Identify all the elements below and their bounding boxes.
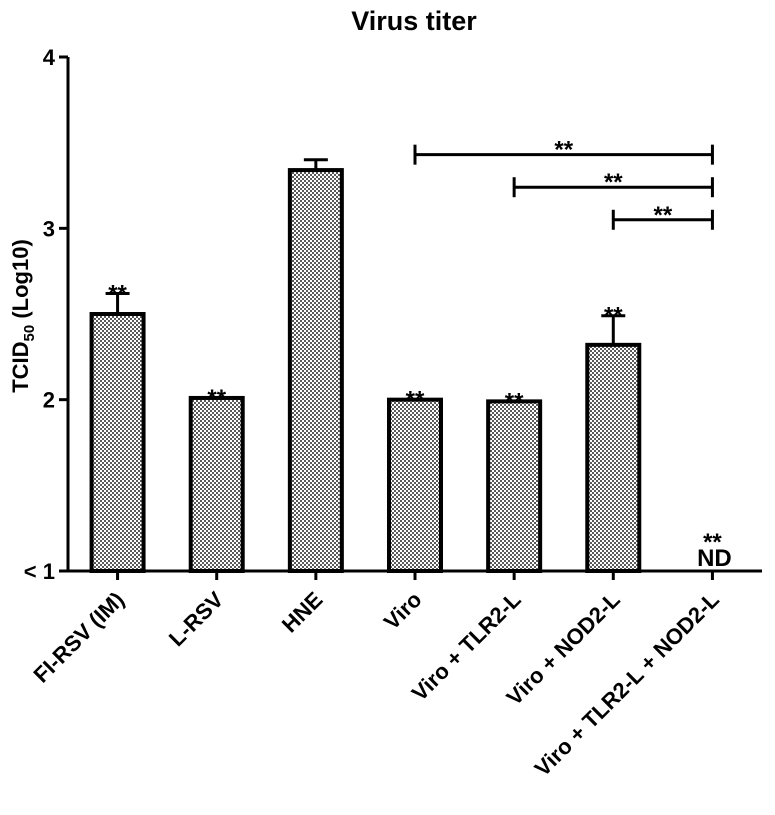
bracket-label: **	[654, 202, 673, 229]
y-axis-label-subscript: 50	[21, 325, 38, 342]
chart-title: Virus titer	[351, 6, 477, 36]
significance-label: **	[108, 280, 127, 307]
y-axis-label-main: TCID	[8, 341, 33, 392]
bar	[585, 342, 642, 573]
significance-label: **	[406, 387, 425, 414]
bracket-label: **	[554, 137, 573, 164]
nd-label: ND	[697, 545, 732, 572]
y-tick-label: 2	[43, 388, 55, 413]
x-tick-label: L-RSV	[164, 587, 229, 652]
bars: **** ** ****ND**	[89, 158, 732, 574]
significance-label: **	[207, 385, 226, 412]
bar	[89, 312, 146, 573]
svg-text:TCID50 (Log10): TCID50 (Log10)	[8, 239, 38, 393]
significance-label: **	[505, 388, 524, 415]
significance-label: **	[703, 529, 722, 556]
y-axis-label-suffix: (Log10)	[8, 239, 33, 325]
y-tick-label: 4	[43, 45, 56, 70]
x-tick-label: HNE	[277, 587, 328, 638]
bracket-label: **	[604, 169, 623, 196]
y-tick-label: < 1	[24, 559, 55, 584]
significance-brackets: ** ** **	[413, 137, 714, 230]
bar	[486, 399, 543, 573]
y-axis-label: TCID50 (Log10)	[8, 239, 38, 393]
x-tick-label: FI-RSV (IM)	[28, 587, 129, 688]
bar	[188, 395, 245, 573]
bar	[387, 397, 443, 573]
x-tick-label: Viro	[379, 587, 427, 635]
x-tick-label: Viro + TLR2-L + NOD2-L	[530, 587, 724, 781]
bar	[287, 168, 344, 574]
significance-label: **	[604, 303, 623, 330]
y-tick-label: 3	[43, 216, 55, 241]
y-axis: < 1 2 3 4	[24, 45, 70, 584]
